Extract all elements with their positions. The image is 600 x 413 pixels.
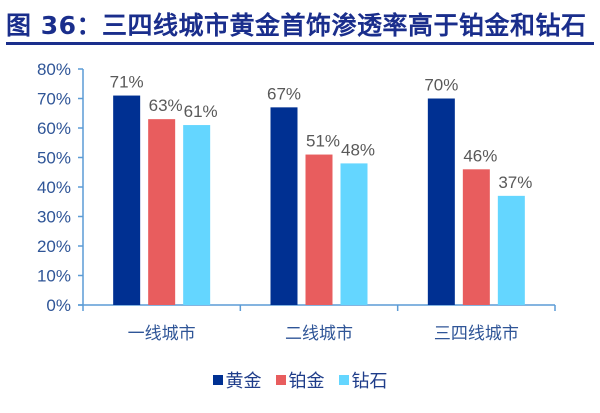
x-category-label: 一线城市 (128, 324, 196, 344)
y-axis: 0% 10% 20% 30% 40% 50% 60% 70% 80% (37, 60, 84, 315)
bar (113, 95, 141, 305)
bar (148, 119, 176, 306)
legend-label: 黄金 (225, 371, 262, 392)
legend-swatch-platinum (275, 375, 286, 385)
bar (183, 125, 211, 305)
y-tick-label: 50% (37, 149, 71, 168)
legend-item-platinum: 铂金 (275, 367, 325, 393)
data-label: 46% (463, 146, 497, 165)
data-label: 70% (424, 76, 458, 95)
data-label: 67% (267, 84, 301, 103)
data-label: 61% (184, 102, 218, 121)
y-tick-label: 0% (46, 296, 71, 315)
data-label: 51% (306, 132, 340, 151)
bar (305, 154, 333, 305)
data-label: 37% (498, 173, 532, 192)
bar (270, 107, 298, 305)
legend-swatch-gold (212, 375, 223, 385)
bar (340, 163, 368, 305)
legend-swatch-diamond (338, 375, 349, 385)
bar-series: 71% 63% 61% 67% 51% 48% 70% 46%37% (110, 73, 532, 306)
x-axis: 一线城市 二线城市 三四线城市 (78, 304, 556, 344)
bar (462, 169, 490, 305)
y-tick-label: 30% (37, 208, 71, 227)
y-tick-label: 80% (37, 60, 71, 79)
legend: 黄金 铂金 钻石 (0, 367, 600, 393)
bar (497, 195, 525, 305)
legend-item-diamond: 钻石 (338, 367, 388, 393)
legend-label: 铂金 (288, 371, 325, 392)
y-tick-label: 10% (37, 267, 71, 286)
x-category-label: 三四线城市 (434, 324, 519, 344)
x-category-label: 二线城市 (285, 324, 353, 344)
legend-label: 钻石 (351, 371, 388, 392)
figure-title: 图 36：三四线城市黄金首饰渗透率高于铂金和钻石 (6, 11, 587, 40)
y-tick-label: 60% (37, 119, 71, 138)
data-label: 48% (341, 140, 375, 159)
data-label: 71% (110, 73, 144, 92)
bar (427, 98, 455, 305)
y-tick-label: 70% (37, 90, 71, 109)
legend-item-gold: 黄金 (212, 367, 262, 393)
data-label: 63% (149, 96, 183, 115)
title-underline (6, 42, 594, 45)
y-tick-label: 20% (37, 237, 71, 256)
y-tick-label: 40% (37, 178, 71, 197)
